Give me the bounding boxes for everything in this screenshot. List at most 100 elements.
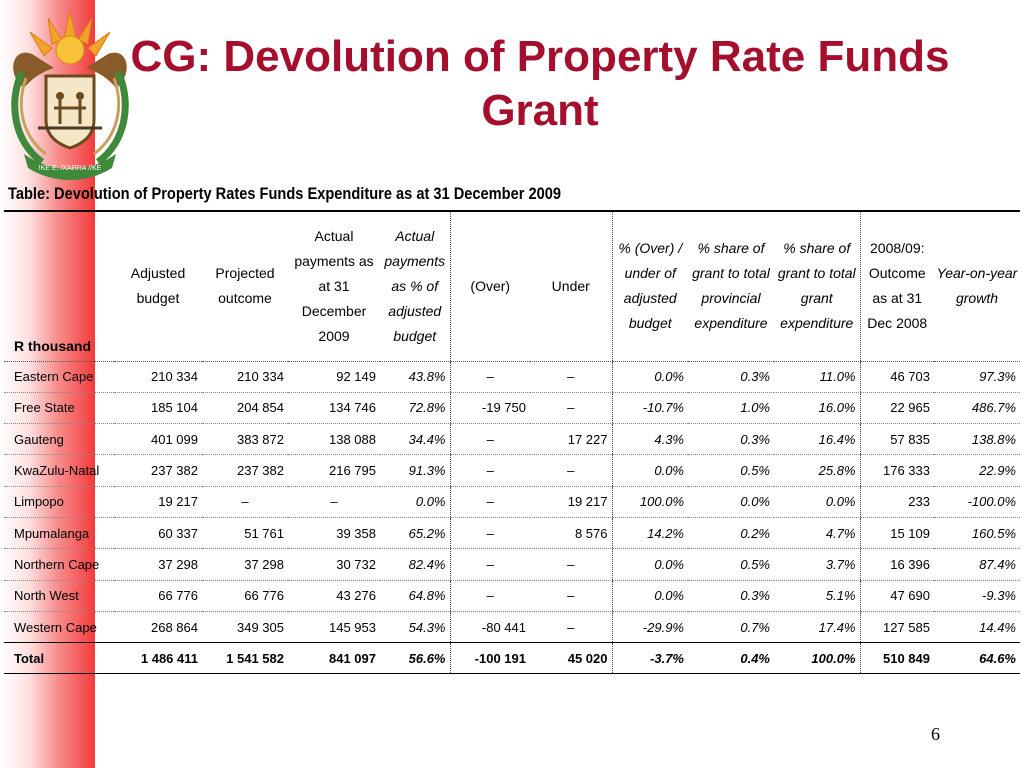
cell-pct-over-under: 4.3% xyxy=(611,423,688,456)
cell-actual-payments: 134 746 xyxy=(288,392,380,425)
cell-province: Total xyxy=(4,642,114,675)
cell-province: Gauteng xyxy=(4,423,114,456)
table-body: Eastern Cape 210 334 210 334 92 149 43.8% – –0… xyxy=(4,361,1020,675)
cell-actual-payments: 30 732 xyxy=(288,548,380,581)
table-row: Limpopo 19 217– –0.0% –19 217 100.0% 0.0% 0.0%… xyxy=(4,486,1020,518)
cell-province: Northern Cape xyxy=(4,548,114,581)
cell-adjusted-budget: 210 334 xyxy=(114,361,202,393)
cell-projected-outcome: 51 761 xyxy=(202,517,288,550)
cell-projected-outcome: 383 872 xyxy=(202,423,288,456)
cell-under: – xyxy=(530,580,612,612)
header-over: (Over) xyxy=(449,210,530,362)
cell-share-provincial: 0.0% xyxy=(688,486,774,518)
cell-province: Eastern Cape xyxy=(4,361,114,393)
cell-share-provincial: 0.7% xyxy=(688,611,774,644)
cell-actual-pct: 64.8% xyxy=(380,580,450,612)
cell-over: – xyxy=(449,486,530,518)
cell-actual-payments: 841 097 xyxy=(288,642,380,675)
cell-outcome-2008: 176 333 xyxy=(859,454,934,487)
cell-actual-pct: 65.2% xyxy=(380,517,450,550)
cell-actual-pct: 0.0% xyxy=(380,486,450,518)
cell-actual-payments: 43 276 xyxy=(288,580,380,612)
table-row: Eastern Cape 210 334 210 334 92 149 43.8% – –0… xyxy=(4,361,1020,393)
cell-pct-over-under: 0.0% xyxy=(611,580,688,612)
cell-projected-outcome: 204 854 xyxy=(202,392,288,425)
cell-actual-payments: 138 088 xyxy=(288,423,380,456)
cell-actual-payments: 216 795 xyxy=(288,454,380,487)
table-row: KwaZulu-Natal 237 382 237 382 216 795 91.3% –… xyxy=(4,454,1020,487)
cell-outcome-2008: 15 109 xyxy=(859,517,934,550)
header-outcome-2008: 2008/09: Outcome as at 31 Dec 2008 xyxy=(859,210,934,362)
header-under: Under xyxy=(530,210,612,362)
cell-growth: -100.0% xyxy=(934,486,1020,518)
cell-share-grant: 3.7% xyxy=(774,548,860,581)
cell-projected-outcome: 1 541 582 xyxy=(202,642,288,675)
header-adjusted-budget: Adjusted budget xyxy=(114,210,202,362)
header-projected-outcome: Projected outcome xyxy=(202,210,288,362)
cell-actual-pct: 34.4% xyxy=(380,423,450,456)
cell-share-provincial: 0.3% xyxy=(688,423,774,456)
cell-share-grant: 11.0% xyxy=(774,361,860,393)
cell-share-grant: 16.0% xyxy=(774,392,860,425)
cell-actual-pct: 91.3% xyxy=(380,454,450,487)
cell-growth: 486.7% xyxy=(934,392,1020,425)
cell-outcome-2008: 46 703 xyxy=(859,361,934,393)
cell-outcome-2008: 510 849 xyxy=(859,642,934,675)
expenditure-table: R thousand Adjusted budget Projected out… xyxy=(4,210,1020,675)
slide-title-line-1: CG: Devolution of Property Rate Funds xyxy=(130,32,950,81)
cell-share-grant: 0.0% xyxy=(774,486,860,518)
cell-under: – xyxy=(530,611,612,644)
cell-actual-pct: 54.3% xyxy=(380,611,450,644)
cell-growth: -9.3% xyxy=(934,580,1020,612)
cell-actual-payments: – xyxy=(288,486,380,518)
cell-under: – xyxy=(530,392,612,425)
table-row: North West 66 776 66 776 43 276 64.8% – –0.0% 0… xyxy=(4,580,1020,612)
cell-over: – xyxy=(449,423,530,456)
cell-adjusted-budget: 401 099 xyxy=(114,423,202,456)
cell-pct-over-under: -10.7% xyxy=(611,392,688,425)
expenditure-table-area: R thousand Adjusted budget Projected out… xyxy=(4,210,1020,675)
cell-adjusted-budget: 268 864 xyxy=(114,611,202,644)
cell-adjusted-budget: 37 298 xyxy=(114,548,202,581)
unit-label: R thousand xyxy=(4,210,114,362)
header-actual-payments: Actual payments as at 31 December 2009 xyxy=(288,210,380,362)
cell-growth: 97.3% xyxy=(934,361,1020,393)
header-share-provincial: % share of grant to total provincial exp… xyxy=(688,210,774,362)
cell-actual-pct: 56.6% xyxy=(380,642,450,675)
cell-share-grant: 100.0% xyxy=(774,642,860,675)
cell-projected-outcome: 349 305 xyxy=(202,611,288,644)
cell-province: North West xyxy=(4,580,114,612)
table-total-row: Total 1 486 411 1 541 582 841 097 56.6% -100 … xyxy=(4,642,1020,675)
cell-projected-outcome: 66 776 xyxy=(202,580,288,612)
cell-over: – xyxy=(449,454,530,487)
cell-under: 45 020 xyxy=(530,642,612,675)
cell-under: 19 217 xyxy=(530,486,612,518)
cell-over: – xyxy=(449,517,530,550)
cell-growth: 160.5% xyxy=(934,517,1020,550)
table-row: Western Cape 268 864 349 305 145 953 54.3% -8… xyxy=(4,611,1020,644)
cell-outcome-2008: 127 585 xyxy=(859,611,934,644)
cell-share-provincial: 0.2% xyxy=(688,517,774,550)
table-row: Free State 185 104 204 854 134 746 72.8% -19 … xyxy=(4,392,1020,425)
cell-pct-over-under: 0.0% xyxy=(611,454,688,487)
cell-over: -19 750 xyxy=(449,392,530,425)
table-caption: Table: Devolution of Property Rates Fund… xyxy=(8,184,562,203)
table-header-row: R thousand Adjusted budget Projected out… xyxy=(4,210,1020,362)
cell-pct-over-under: -29.9% xyxy=(611,611,688,644)
cell-adjusted-budget: 237 382 xyxy=(114,454,202,487)
cell-under: 8 576 xyxy=(530,517,612,550)
cell-growth: 87.4% xyxy=(934,548,1020,581)
cell-projected-outcome: 37 298 xyxy=(202,548,288,581)
cell-under: – xyxy=(530,454,612,487)
header-pct-over-under: % (Over) / under of adjusted budget xyxy=(611,210,688,362)
cell-outcome-2008: 22 965 xyxy=(859,392,934,425)
cell-adjusted-budget: 60 337 xyxy=(114,517,202,550)
cell-outcome-2008: 233 xyxy=(859,486,934,518)
table-row: Gauteng 401 099 383 872 138 088 34.4% –17 227… xyxy=(4,423,1020,456)
header-share-grant: % share of grant to total grant expendit… xyxy=(774,210,860,362)
cell-pct-over-under: 0.0% xyxy=(611,361,688,393)
cell-actual-payments: 39 358 xyxy=(288,517,380,550)
cell-share-provincial: 0.3% xyxy=(688,580,774,612)
cell-province: KwaZulu-Natal xyxy=(4,454,114,487)
cell-actual-pct: 43.8% xyxy=(380,361,450,393)
